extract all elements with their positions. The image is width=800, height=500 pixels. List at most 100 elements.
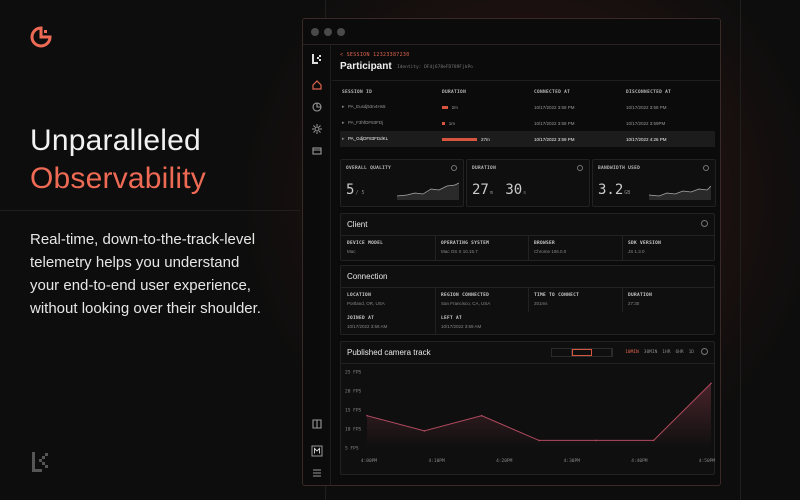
os-field: OPERATING SYSTEM Mac OS X 10.15.7 — [441, 241, 489, 254]
session-id-cell[interactable]: ▸ PA_GdjDF83FDdKL — [340, 131, 440, 147]
y-tick-label: 5 FPS — [345, 446, 359, 452]
field-value: Mac OS X 10.15.7 — [441, 249, 478, 254]
range-option-10min[interactable]: 10MIN — [625, 350, 639, 355]
series-area — [367, 383, 711, 448]
x-tick-label: 4:20PM — [496, 458, 513, 464]
side-rail — [303, 45, 331, 485]
field-label: LEFT AT — [441, 316, 463, 321]
toggle-option-active[interactable] — [571, 349, 593, 356]
table-row[interactable]: ▸ PA_Eusdj53n4Hs5 2m 10/17/2022 3:58 PM 10/1… — [340, 99, 715, 115]
y-tick-label: 15 FPS — [345, 408, 362, 414]
settings-icon[interactable] — [311, 123, 323, 135]
data-point[interactable] — [480, 414, 483, 417]
window-maximize-dot[interactable] — [337, 27, 345, 36]
bandwidth-sparkline — [649, 185, 711, 200]
table-row[interactable]: ▸ PA_GdjDF83FDdKL 27m 10/17/2022 3:59 PM 10/… — [340, 131, 715, 147]
app-window: < SESSION 12323387230 Participant Identi… — [302, 18, 721, 486]
field-value: 27:30 — [628, 301, 640, 306]
duration-bar — [442, 137, 477, 141]
data-point[interactable] — [652, 439, 655, 442]
joined-at-field: JOINED AT 10/17/2022 3:58 AM — [347, 316, 387, 329]
col-disconnected-at: DISCONNECTED AT — [626, 89, 672, 95]
connected-at-cell: 10/17/2022 3:58 PM — [534, 120, 575, 126]
browser-field: BROWSER Chrome 106.0.0 — [534, 241, 566, 254]
field-value: 10/17/2022 3:58 AM — [347, 324, 388, 329]
info-icon[interactable] — [451, 165, 457, 171]
field-label: JOINED AT — [347, 316, 375, 321]
session-id-cell[interactable]: ▸ PA_Eusdj53n4Hs5 — [340, 99, 440, 115]
track-toggle[interactable] — [551, 348, 613, 357]
metric-bandwidth: BANDWIDTH USED 3.2GB — [592, 159, 716, 207]
info-icon[interactable] — [701, 348, 708, 355]
window-titlebar — [303, 19, 720, 45]
time-to-connect-field: TIME TO CONNECT 201ms — [534, 293, 579, 306]
seconds-unit: s — [523, 190, 527, 196]
x-tick-label: 4:00PM — [361, 458, 378, 464]
metric-value: 27m 30s — [472, 182, 526, 198]
data-point[interactable] — [538, 439, 540, 442]
data-point[interactable] — [710, 382, 712, 385]
livekit-logo-icon — [32, 452, 48, 472]
session-id-cell[interactable]: ▸ PA_F3hfDF83FDj — [340, 115, 440, 131]
home-icon[interactable] — [311, 79, 323, 91]
toggle-option[interactable] — [552, 349, 572, 356]
range-option-6hr[interactable]: 6HR — [675, 350, 684, 355]
duration-cell: 1m — [440, 115, 532, 131]
docs-icon[interactable] — [311, 418, 323, 430]
y-tick-label: 25 FPS — [345, 370, 362, 376]
range-option-30min[interactable]: 30MIN — [643, 350, 658, 355]
duration-bar — [442, 105, 448, 109]
menu-list-icon[interactable] — [311, 467, 323, 479]
time-range-selector: 10MIN 30MIN 1HR 6HR 1D — [625, 350, 694, 355]
column-divider — [622, 288, 623, 312]
client-card: Client DEVICE MODEL Mac OPERATING SYSTEM M… — [340, 213, 715, 261]
field-value: Chrome 106.0.0 — [534, 249, 567, 254]
info-icon[interactable] — [703, 165, 709, 171]
range-option-1hr[interactable]: 1HR — [662, 350, 671, 355]
data-point[interactable] — [366, 414, 368, 417]
toggle-option[interactable] — [592, 349, 613, 356]
table-row[interactable]: ▸ PA_F3hfDF83FDj 1m 10/17/2022 3:58 PM 10/17… — [340, 115, 715, 131]
analytics-icon[interactable] — [311, 101, 323, 113]
field-label: BROWSER — [534, 241, 556, 246]
hero-headline: Unparalleled Observability — [30, 122, 206, 198]
field-label: REGION CONNECTED — [441, 293, 490, 298]
info-icon[interactable] — [701, 220, 708, 227]
metric-value: 3.2GB — [598, 182, 630, 198]
card-divider — [341, 287, 714, 288]
data-point[interactable] — [595, 439, 598, 442]
info-icon[interactable] — [577, 165, 583, 171]
x-tick-label: 4:40PM — [631, 458, 648, 464]
page-title: Participant — [340, 61, 392, 72]
card-divider — [341, 235, 714, 236]
expand-caret-icon[interactable]: ▸ — [342, 136, 345, 142]
col-connected-at: CONNECTED AT — [534, 89, 571, 95]
column-divider — [528, 288, 529, 312]
card-title: Published camera track — [347, 348, 431, 357]
divider — [0, 210, 300, 211]
expand-caret-icon[interactable]: ▸ — [342, 104, 345, 110]
range-option-1d[interactable]: 1D — [688, 350, 694, 355]
window-close-dot[interactable] — [311, 27, 319, 36]
app-logo-icon[interactable] — [311, 53, 323, 65]
expand-caret-icon[interactable]: ▸ — [342, 120, 345, 126]
field-value: Portland, OR, USA — [347, 301, 385, 306]
user-avatar-icon[interactable] — [311, 445, 323, 457]
window-minimize-dot[interactable] — [324, 27, 332, 36]
session-id: PA_Eusdj53n4Hs5 — [348, 104, 386, 109]
metric-value: 5/ 5 — [346, 182, 364, 198]
data-point[interactable] — [423, 430, 426, 432]
metric-duration: DURATION 27m 30s — [466, 159, 590, 207]
field-value: 201ms — [534, 301, 548, 306]
session-id: PA_F3hfDF83FDj — [348, 120, 384, 125]
duration-value: 2m — [451, 104, 458, 110]
field-label: TIME TO CONNECT — [534, 293, 580, 298]
field-value: JS 1.3.0 — [628, 249, 645, 254]
card-title: Connection — [347, 272, 388, 281]
field-value: 10/17/2022 3:59 AM — [441, 324, 482, 329]
sessions-table: SESSION ID DURATION CONNECTED AT DISCONN… — [340, 85, 715, 147]
billing-icon[interactable] — [311, 145, 323, 157]
session-breadcrumb[interactable]: < SESSION 12323387230 — [340, 52, 410, 58]
left-at-field: LEFT AT 10/17/2022 3:59 AM — [441, 316, 481, 329]
